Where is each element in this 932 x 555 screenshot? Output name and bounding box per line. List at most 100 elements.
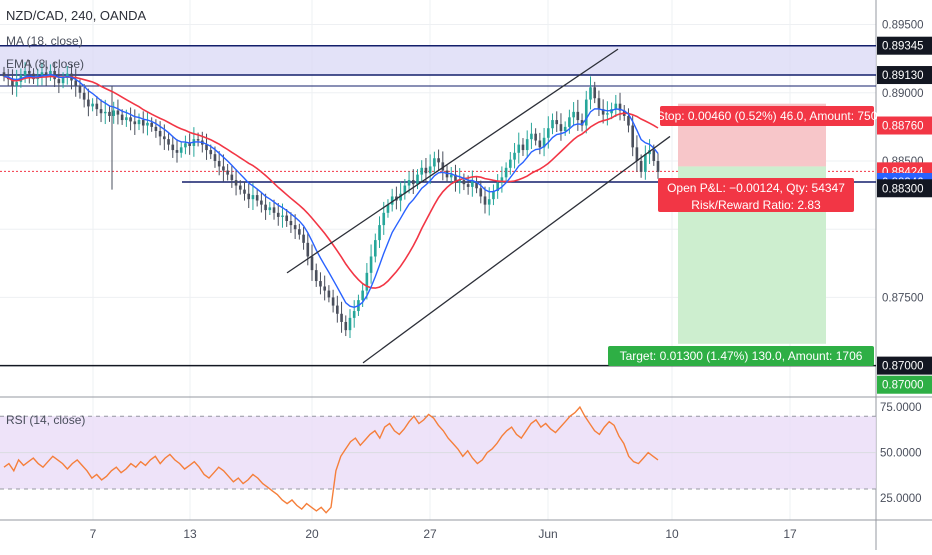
candle-body — [424, 167, 428, 174]
candle-body — [65, 73, 69, 78]
candle-body — [158, 130, 162, 137]
time-tick-label: Jun — [538, 527, 557, 541]
candle-body — [652, 150, 656, 161]
candle-body — [11, 79, 14, 86]
candle-body — [272, 207, 276, 213]
pnl-label-text-0: Open P&L: −0.00124, Qty: 54347 — [667, 181, 845, 195]
channel-upper-line — [286, 48, 619, 274]
candle-body — [15, 81, 18, 86]
candle-body — [137, 120, 141, 125]
time-tick-label: 27 — [423, 527, 437, 541]
candle-body — [373, 240, 377, 257]
candle-body — [593, 87, 597, 99]
candle-body — [631, 125, 634, 148]
candle-body — [217, 160, 221, 167]
candle-body — [504, 167, 508, 178]
candle-body — [40, 72, 44, 77]
candle-body — [95, 103, 99, 110]
candle-body — [2, 72, 6, 77]
candle-body — [234, 180, 238, 186]
candle-body — [281, 215, 284, 217]
rsi-tick-label: 25.0000 — [880, 493, 922, 505]
pnl-label-text-1: Risk/Reward Ratio: 2.83 — [691, 198, 821, 212]
pnl-label-box — [658, 178, 854, 212]
candle-body — [411, 180, 415, 185]
time-tick-label: 7 — [90, 527, 97, 541]
candle-body — [289, 221, 293, 226]
candle-body — [635, 147, 639, 161]
candle-body — [209, 150, 213, 155]
ma-18-line — [3, 75, 659, 289]
candle-body — [584, 99, 588, 126]
candle-body — [348, 317, 352, 331]
candle-body — [310, 256, 314, 271]
candle-body — [639, 160, 643, 172]
candle-body — [530, 133, 533, 140]
candle-body — [184, 143, 187, 148]
price-badge — [877, 36, 932, 55]
candle-body — [61, 77, 65, 84]
candle-body — [213, 154, 217, 161]
candle-body — [150, 122, 153, 127]
candle-body — [399, 193, 402, 201]
rsi-line — [3, 405, 659, 514]
price-badge-label: 0.89345 — [882, 41, 924, 53]
candle-body — [49, 70, 52, 76]
candle-body — [319, 281, 322, 287]
candle-body — [614, 103, 618, 110]
candle-body — [513, 152, 516, 160]
candle-body — [196, 139, 200, 141]
candle-body — [449, 174, 453, 178]
time-tick-label: 13 — [183, 527, 197, 541]
candle-body — [298, 229, 301, 235]
time-tick-label: 10 — [665, 527, 679, 541]
price-tick-label: 0.89000 — [882, 88, 924, 100]
candle-body — [437, 158, 440, 163]
candle-body — [589, 87, 592, 100]
candle-body — [78, 85, 82, 93]
candles-group — [2, 60, 660, 339]
candle-body — [146, 122, 149, 126]
candle-body — [306, 242, 310, 257]
candle-body — [542, 137, 546, 148]
candle-body — [466, 184, 470, 187]
candle-body — [601, 109, 605, 115]
ma-legend-label: MA (18, close) — [6, 34, 83, 48]
candle-body — [483, 196, 487, 205]
ema-legend-label: EMA (8, close) — [6, 57, 85, 71]
candle-body — [462, 180, 466, 185]
channel-lower-line — [362, 135, 671, 364]
candle-body — [74, 80, 78, 86]
candle-body — [171, 144, 175, 151]
candle-body — [386, 204, 390, 213]
candle-body — [568, 117, 571, 127]
candle-body — [551, 120, 554, 129]
candle-body — [260, 200, 263, 205]
candle-body — [555, 120, 559, 125]
candle-body — [264, 204, 267, 211]
candle-body — [285, 215, 289, 222]
stop-label-text-0: Stop: 0.00460 (0.52%) 46.0, Amount: 750 — [657, 109, 878, 123]
candle-body — [205, 144, 208, 151]
candle-body — [576, 111, 580, 121]
candle-body — [99, 109, 103, 114]
candle-body — [538, 140, 542, 148]
price-badge-label: 0.88760 — [882, 121, 924, 133]
price-badge — [877, 116, 932, 135]
candle-body — [116, 110, 120, 115]
price-badge-label: 0.87000 — [882, 361, 924, 373]
price-badge-label: 0.89130 — [882, 70, 924, 82]
candle-body — [125, 117, 128, 121]
candle-body — [163, 136, 166, 140]
candle-body — [340, 313, 343, 322]
target-label-box — [608, 346, 874, 366]
candle-body — [428, 166, 432, 174]
candle-body — [23, 70, 27, 76]
candle-body — [572, 111, 575, 118]
candle-body — [559, 124, 563, 131]
rsi-tick-label: 75.0000 — [880, 402, 922, 414]
candle-body — [57, 79, 61, 84]
candle-body — [103, 111, 107, 114]
candle-body — [120, 114, 124, 121]
